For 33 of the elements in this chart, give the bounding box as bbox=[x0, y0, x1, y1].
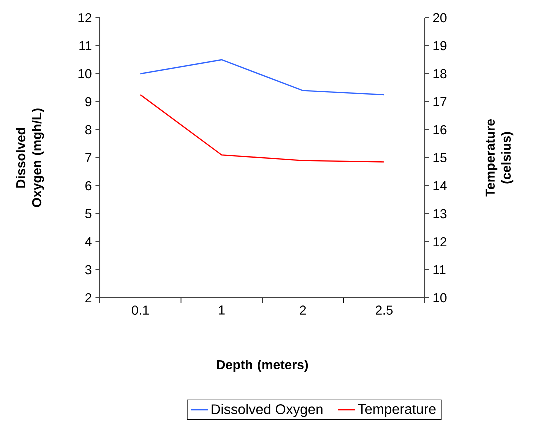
y2-tick-label: 11 bbox=[434, 266, 446, 274]
y2-tick-label: 17 bbox=[434, 98, 447, 106]
legend-label: Dissolved Oxygen bbox=[212, 404, 323, 418]
line-series bbox=[140, 94, 385, 163]
y-tick-label: 2 bbox=[86, 293, 92, 303]
y2-axis-title: Temperature (celsius) bbox=[486, 120, 514, 197]
x-axis-title: Depth (meters) bbox=[217, 360, 308, 372]
y2-tick-label: 14 bbox=[434, 182, 447, 190]
y2-tick-label: 10 bbox=[434, 293, 447, 303]
y-tick-label: 3 bbox=[85, 265, 92, 275]
y2-tick-label: 15 bbox=[434, 153, 447, 163]
y-axis-title: Dissolved Oxygen (mgh/L) bbox=[16, 108, 44, 208]
y2-tick-label: 18 bbox=[434, 69, 447, 79]
y2-tick-label: 12 bbox=[434, 237, 447, 247]
x-tick-label: 2 bbox=[300, 306, 306, 315]
y-tick-label: 10 bbox=[78, 69, 92, 79]
x-tick-label: 2.5 bbox=[376, 306, 393, 316]
y2-tick-label: 20 bbox=[433, 13, 447, 23]
legend-label: Temperature bbox=[358, 404, 436, 417]
x-tick-label: 0.1 bbox=[132, 306, 150, 316]
y2-tick-label: 16 bbox=[434, 125, 447, 135]
y-tick-label: 4 bbox=[85, 238, 92, 246]
y-tick-label: 8 bbox=[86, 125, 92, 135]
y-tick-label: 5 bbox=[85, 209, 92, 219]
line-series bbox=[140, 59, 385, 96]
x-tick-label: 1 bbox=[219, 306, 225, 315]
y2-tick-label: 19 bbox=[434, 41, 447, 51]
y-tick-label: 6 bbox=[86, 181, 92, 191]
y-tick-label: 12 bbox=[78, 13, 92, 23]
y-tick-label: 9 bbox=[86, 97, 92, 107]
y-tick-label: 11 bbox=[80, 42, 92, 50]
y-tick-label: 7 bbox=[86, 154, 92, 162]
y2-tick-label: 13 bbox=[434, 209, 447, 219]
